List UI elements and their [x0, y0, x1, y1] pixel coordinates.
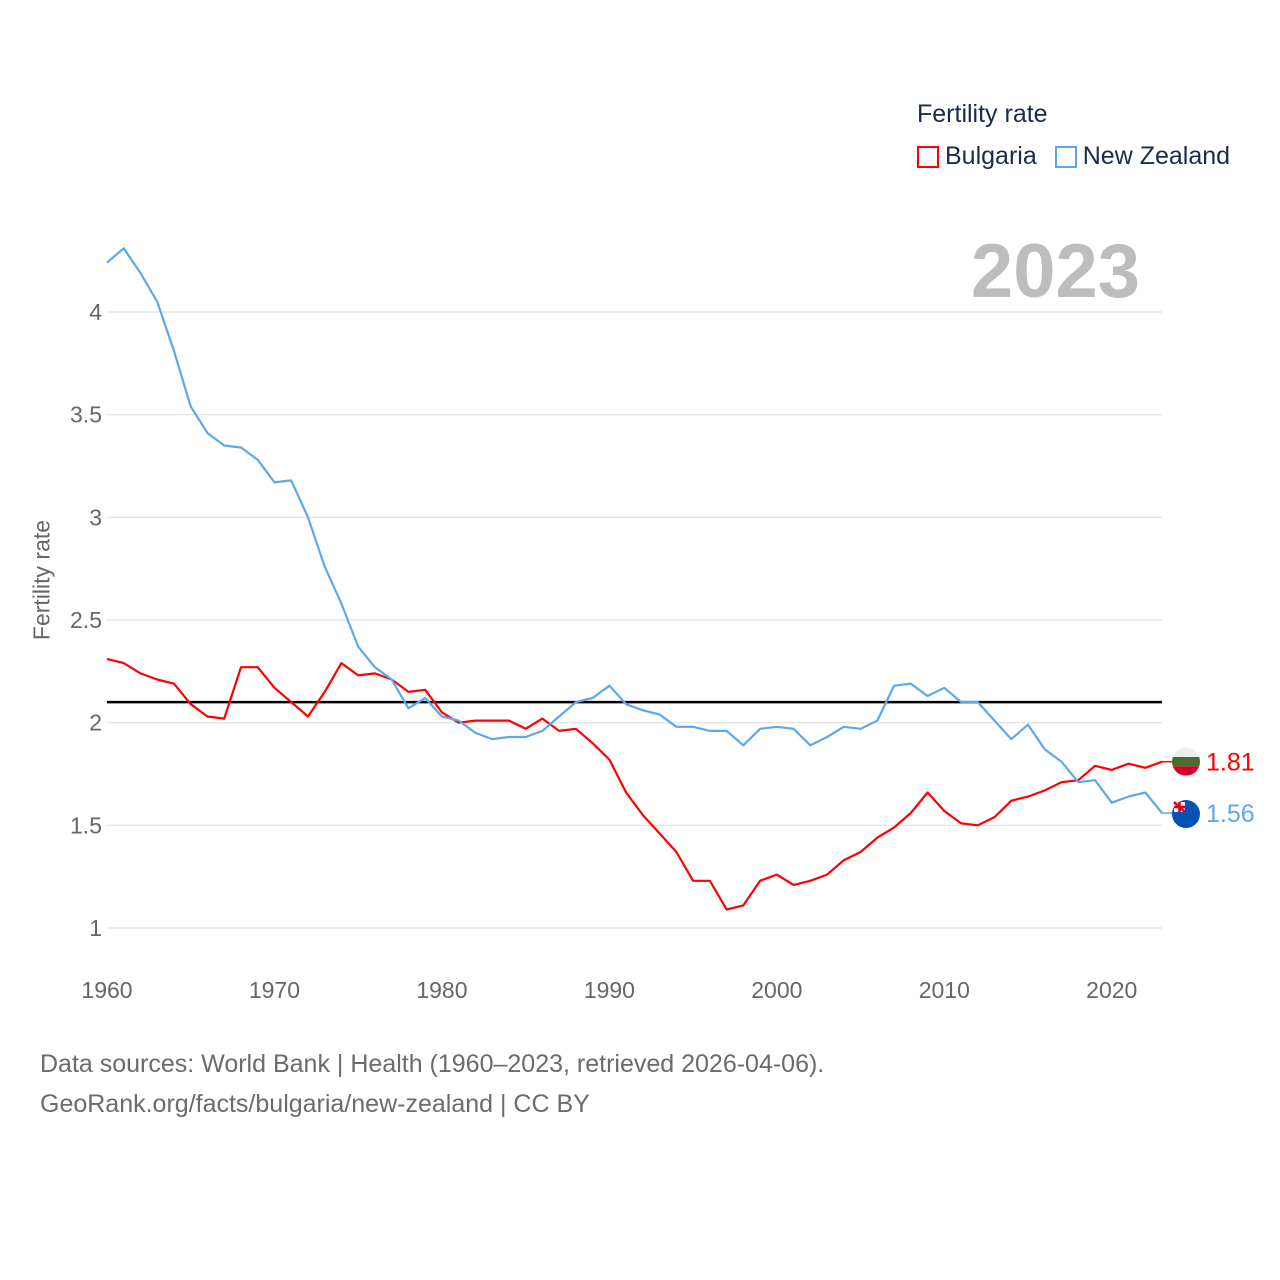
- attribution-link[interactable]: GeoRank.org/facts/bulgaria/new-zealand |…: [40, 1090, 590, 1118]
- x-tick-label: 1960: [81, 977, 132, 1003]
- legend-item-new-zealand[interactable]: New Zealand: [1054, 142, 1231, 171]
- end-value-label: 1.81: [1206, 749, 1255, 777]
- y-tick-label: 1.5: [70, 812, 102, 838]
- y-axis-label: Fertility rate: [28, 519, 55, 641]
- legend-label: New Zealand: [1082, 142, 1231, 170]
- x-tick-label: 2010: [919, 977, 970, 1003]
- y-tick-label: 2: [89, 710, 102, 736]
- legend-swatch-bulgaria: [917, 145, 939, 168]
- legend-swatch-new-zealand: [1054, 145, 1077, 168]
- series-line-bulgaria: [106, 657, 1163, 911]
- flag-cross: [1173, 801, 1186, 813]
- data-source-text: Data sources: World Bank | Health (1960–…: [40, 1050, 825, 1078]
- y-tick-label: 1: [89, 915, 102, 941]
- bulgaria-flag-icon: [1172, 747, 1200, 776]
- legend: Bulgaria New Zealand: [917, 142, 1230, 171]
- legend-item-bulgaria[interactable]: Bulgaria: [917, 142, 1037, 171]
- x-tick-label: 2020: [1086, 977, 1137, 1003]
- x-tick-label: 1980: [416, 977, 467, 1003]
- y-tick-label: 3.5: [70, 402, 102, 428]
- y-tick-label: 2.5: [70, 607, 102, 633]
- legend-label: Bulgaria: [945, 142, 1037, 170]
- footer: Data sources: World Bank | Health (1960–…: [40, 1044, 824, 1124]
- y-tick-label: 3: [89, 504, 102, 530]
- x-tick-label: 1990: [584, 977, 635, 1003]
- y-tick-label: 4: [89, 299, 102, 325]
- end-value-label: 1.56: [1206, 800, 1255, 828]
- x-tick-label: 2000: [751, 977, 802, 1003]
- series-line-new-zealand: [106, 247, 1163, 814]
- legend-title: Fertility rate: [917, 100, 1048, 128]
- current-year-label: 2023: [970, 229, 1140, 314]
- x-tick-label: 1970: [249, 977, 300, 1003]
